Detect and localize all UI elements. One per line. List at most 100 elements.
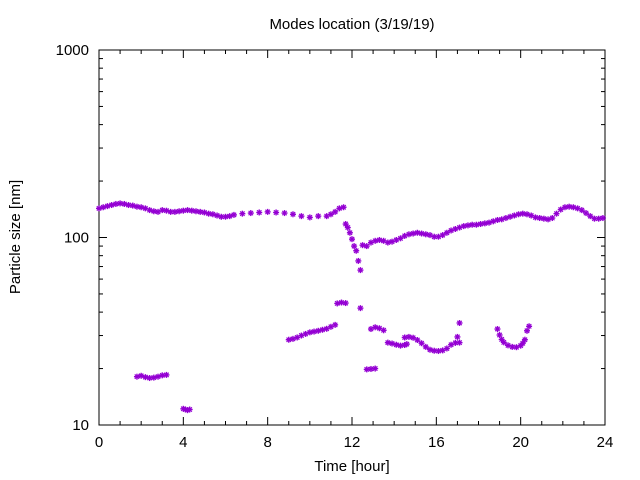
data-point xyxy=(184,207,191,214)
data-point xyxy=(298,332,305,339)
data-point xyxy=(108,202,115,209)
data-point xyxy=(247,210,254,217)
data-point xyxy=(180,207,187,214)
data-point xyxy=(397,235,404,242)
data-point xyxy=(289,211,296,218)
y-axis-label: Particle size [nm] xyxy=(7,180,24,294)
data-point xyxy=(549,215,556,222)
data-point xyxy=(414,337,421,344)
x-tick-label: 20 xyxy=(512,434,529,451)
data-point xyxy=(327,211,334,218)
data-point xyxy=(439,232,446,239)
data-point xyxy=(376,236,383,243)
data-point xyxy=(146,207,153,214)
data-point xyxy=(315,327,322,334)
data-point xyxy=(146,375,153,382)
data-point xyxy=(473,221,480,228)
data-point xyxy=(100,204,107,211)
data-point xyxy=(133,203,140,210)
x-tick-label: 12 xyxy=(344,434,361,451)
data-point xyxy=(133,373,140,380)
data-point xyxy=(171,208,178,215)
data-point xyxy=(570,204,577,211)
data-point xyxy=(163,207,170,214)
data-point xyxy=(521,336,528,343)
data-point xyxy=(454,333,461,340)
data-point xyxy=(509,343,516,350)
data-point xyxy=(427,346,434,353)
data-point xyxy=(142,374,149,381)
data-point xyxy=(104,203,111,210)
data-point xyxy=(384,239,391,246)
data-point xyxy=(150,374,157,381)
data-point xyxy=(595,215,602,222)
data-point xyxy=(96,205,102,212)
data-point xyxy=(344,224,351,231)
data-point xyxy=(587,213,594,220)
data-point xyxy=(281,210,288,217)
data-point xyxy=(346,229,353,236)
data-point xyxy=(523,211,530,218)
data-point xyxy=(507,213,514,220)
data-point xyxy=(443,229,450,236)
data-point xyxy=(334,300,341,307)
data-point xyxy=(523,327,530,334)
data-point xyxy=(405,231,412,238)
data-point xyxy=(129,202,136,209)
y-axis-ticks: 10 100 1000 xyxy=(56,42,605,434)
data-point xyxy=(332,321,339,328)
data-point xyxy=(117,200,124,207)
data-point xyxy=(357,267,364,274)
data-point xyxy=(256,209,263,216)
data-point xyxy=(410,334,417,341)
data-point xyxy=(338,299,345,306)
data-point xyxy=(557,206,564,213)
data-point xyxy=(372,237,379,244)
data-point xyxy=(226,213,233,220)
data-point xyxy=(372,365,379,372)
data-point xyxy=(526,323,533,330)
data-point xyxy=(298,213,305,220)
data-point xyxy=(486,219,493,226)
data-point xyxy=(384,339,391,346)
data-point xyxy=(418,340,425,347)
data-point xyxy=(351,243,358,250)
y-tick-label: 1000 xyxy=(56,42,89,59)
data-point xyxy=(340,204,347,211)
data-points xyxy=(96,200,606,414)
data-point xyxy=(380,327,387,334)
x-tick-label: 16 xyxy=(428,434,445,451)
x-tick-label: 24 xyxy=(597,434,614,451)
data-point xyxy=(273,209,280,216)
data-point xyxy=(403,341,410,348)
data-point xyxy=(456,339,463,346)
data-point xyxy=(230,211,237,218)
data-point xyxy=(138,204,145,211)
data-point xyxy=(222,213,229,220)
data-point xyxy=(367,239,374,246)
data-point xyxy=(397,342,404,349)
data-point xyxy=(367,365,374,372)
x-tick-label: 4 xyxy=(179,434,187,451)
data-point xyxy=(553,210,560,217)
data-point xyxy=(163,371,170,378)
data-point xyxy=(500,339,507,346)
data-point xyxy=(393,341,400,348)
data-point xyxy=(201,209,208,216)
data-point xyxy=(264,208,271,215)
data-point xyxy=(405,333,412,340)
data-point xyxy=(289,335,296,342)
data-point xyxy=(532,214,539,221)
data-point xyxy=(511,212,518,219)
data-point xyxy=(357,305,364,312)
data-point xyxy=(460,223,467,230)
data-point xyxy=(121,200,128,207)
data-point xyxy=(332,208,339,215)
data-point xyxy=(214,212,221,219)
data-point xyxy=(239,210,246,217)
data-point xyxy=(353,247,360,254)
data-point xyxy=(452,339,459,346)
data-point xyxy=(285,336,292,343)
data-point xyxy=(422,343,429,350)
